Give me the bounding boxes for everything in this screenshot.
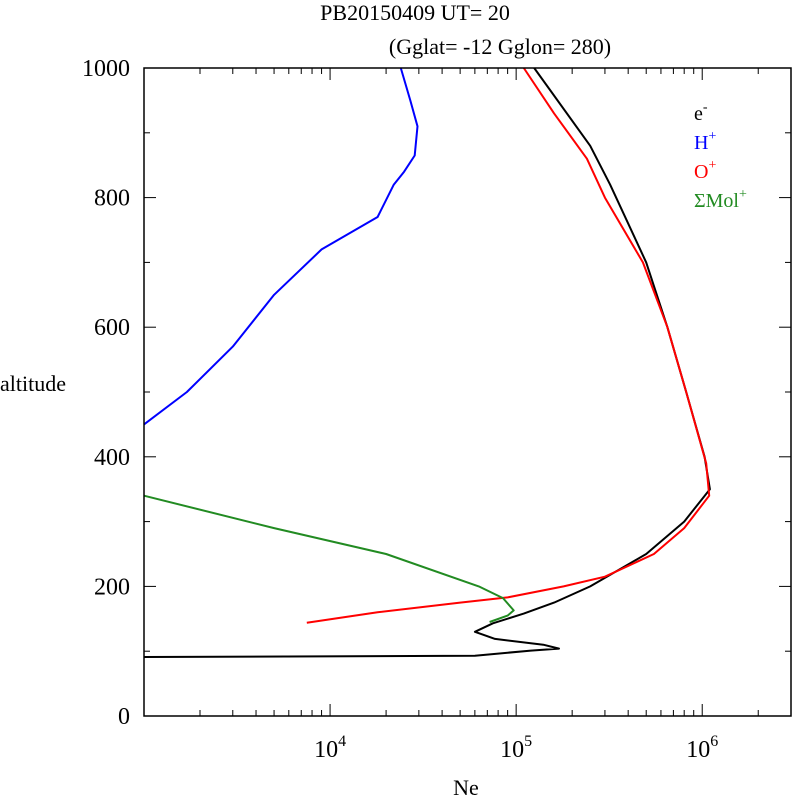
legend-name: H <box>694 132 708 154</box>
legend-superscript: + <box>739 187 747 202</box>
legend-entry-0: e- <box>694 100 708 125</box>
series-line-0 <box>143 67 711 658</box>
legend-name: e <box>694 103 703 125</box>
y-tick-label: 1000 <box>82 56 130 82</box>
x-axis-label: Ne <box>453 775 479 796</box>
y-tick-label: 600 <box>94 315 130 341</box>
x-tick-label-base: 10 <box>500 737 524 763</box>
y-tick-label: 0 <box>118 704 130 730</box>
series-line-3 <box>143 494 515 623</box>
legend-name: O <box>694 161 708 183</box>
legend-entry-3: ΣMol+ <box>694 187 747 212</box>
y-tick-label: 800 <box>94 186 130 212</box>
x-tick-label-exponent: 5 <box>524 733 532 750</box>
legend-name: ΣMol <box>694 190 739 212</box>
y-axis-label: altitude <box>0 371 66 396</box>
chart-title: PB20150409 UT= 20 <box>320 0 510 25</box>
legend-superscript: - <box>703 100 708 115</box>
x-tick-label: 105 <box>500 733 532 763</box>
series-group <box>143 67 711 658</box>
plot-frame <box>143 67 792 717</box>
legend-superscript: + <box>708 158 716 173</box>
series-line-2 <box>306 67 711 624</box>
x-tick-label-exponent: 4 <box>338 733 346 750</box>
legend: e-H+O+ΣMol+ <box>694 100 747 212</box>
y-tick-label: 200 <box>94 574 130 600</box>
x-tick-label-base: 10 <box>686 737 710 763</box>
legend-entry-2: O+ <box>694 158 716 183</box>
chart-subtitle: (Gglat= -12 Gglon= 280) <box>389 34 611 59</box>
x-tick-label-exponent: 6 <box>710 733 718 750</box>
x-tick-label: 106 <box>686 733 718 763</box>
x-tick-label: 104 <box>314 733 346 763</box>
legend-entry-1: H+ <box>694 129 716 154</box>
x-tick-label-base: 10 <box>314 737 338 763</box>
y-tick-label: 400 <box>94 445 130 471</box>
series-line-1 <box>143 67 419 426</box>
legend-superscript: + <box>708 129 716 144</box>
